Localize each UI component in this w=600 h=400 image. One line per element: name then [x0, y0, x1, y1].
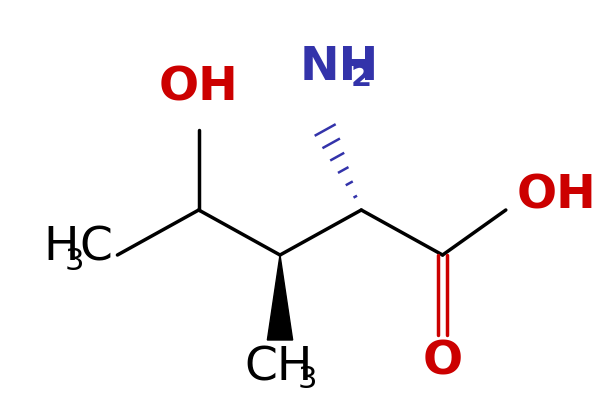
Text: O: O — [422, 340, 463, 384]
Text: C: C — [79, 226, 112, 270]
Polygon shape — [268, 255, 293, 340]
Text: OH: OH — [517, 174, 596, 218]
Text: OH: OH — [159, 66, 239, 110]
Text: 3: 3 — [65, 248, 85, 276]
Text: 3: 3 — [298, 366, 317, 394]
Text: H: H — [43, 226, 79, 270]
Text: NH: NH — [300, 46, 379, 90]
Text: 2: 2 — [350, 64, 371, 92]
Text: CH: CH — [244, 346, 312, 390]
